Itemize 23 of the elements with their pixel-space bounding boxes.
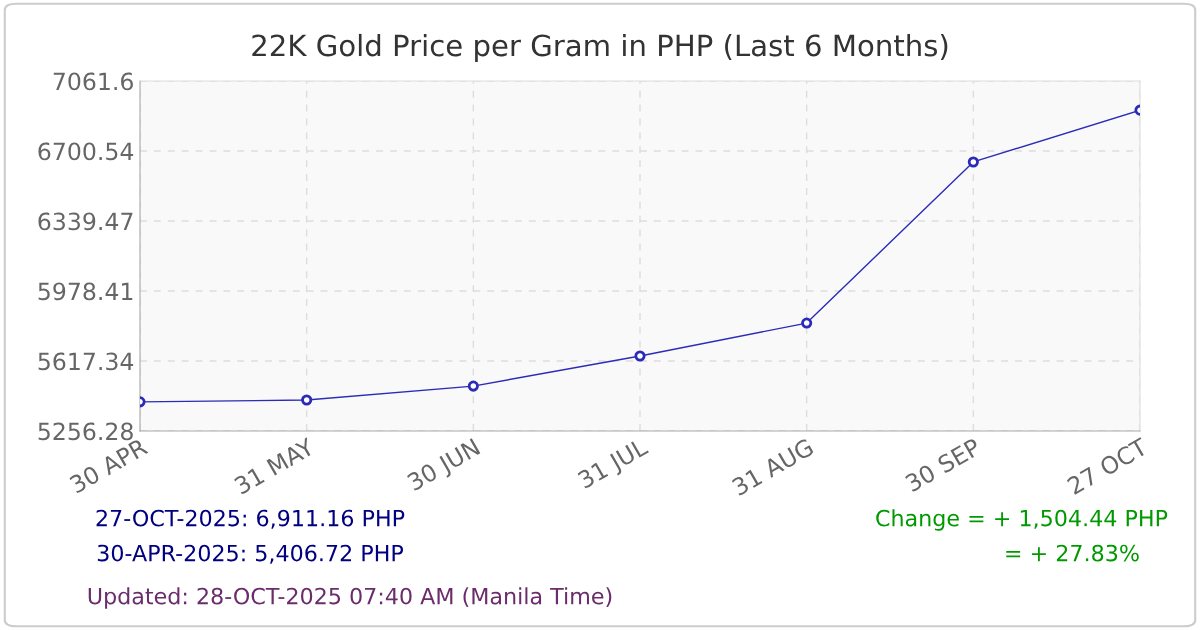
x-tick-label: 31 MAY: [233, 436, 316, 495]
y-tick-label: 5617.34: [38, 352, 134, 371]
point: [801, 317, 813, 329]
x-tick-label: 31 JUL: [576, 436, 652, 493]
chart-title: 22K Gold Price per Gram in PHP (Last 6 Months): [252, 33, 948, 63]
x-tick-label: 31 AUG: [731, 437, 815, 497]
point: [301, 394, 313, 406]
text: 27-OCT-2025: 6,911.16 PHP: [96, 509, 405, 529]
y-tick-label: 6339.47: [38, 212, 133, 231]
y-tick-label: 7061.6: [53, 72, 133, 91]
point: [634, 350, 646, 362]
y-tick-label: 5978.41: [38, 282, 133, 301]
text: Updated: 28-OCT-2025 07:40 AM (Manila Time): [88, 587, 612, 609]
y-tick-label: 6700.54: [38, 142, 134, 161]
point: [467, 380, 479, 392]
x-tick-label: 30 SEP: [904, 437, 982, 493]
text: 30-APR-2025: 5,406.72 PHP: [97, 544, 404, 564]
y-tick-label: 5256.28: [38, 422, 133, 441]
point: [967, 156, 979, 168]
x-tick-label: 30 JUN: [406, 438, 483, 496]
x-tick-label: 27 OCT: [1066, 436, 1150, 496]
text: Change = + 1,504.44 PHP: [876, 509, 1168, 531]
text: = + 27.83%: [1006, 544, 1139, 562]
